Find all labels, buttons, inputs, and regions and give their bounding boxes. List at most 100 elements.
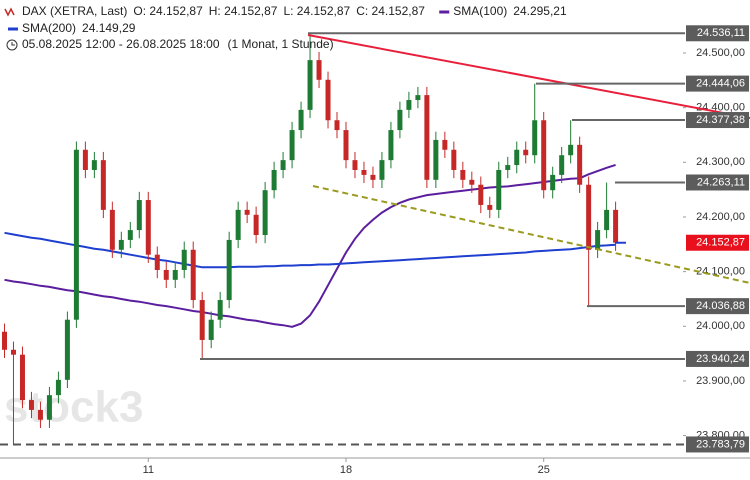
- candle-body: [595, 230, 601, 250]
- candle-body: [424, 95, 430, 180]
- candle-body: [577, 144, 583, 185]
- candle-body: [46, 395, 52, 420]
- trend-line: [312, 185, 750, 284]
- header: DAX (XETRA, Last) O: 24.152,87 H: 24.152,8…: [4, 4, 425, 51]
- candle-body: [496, 169, 502, 210]
- candle-body: [199, 300, 205, 340]
- candle-body: [469, 179, 475, 185]
- header-line: 05.08.2025 12:00 - 26.08.2025 18:00 (1 Mo…: [22, 37, 334, 51]
- candle-body: [388, 130, 394, 161]
- level-box: [686, 350, 749, 367]
- watermark: stock3: [4, 383, 143, 432]
- candle-body: [307, 60, 313, 110]
- candle-body: [154, 254, 160, 270]
- candle-body: [91, 160, 97, 170]
- candle-body: [397, 109, 403, 131]
- candle-body: [379, 160, 385, 180]
- sma-line: [4, 231, 616, 269]
- header-text: H: 24.152,87: [209, 4, 278, 18]
- sma-line: [4, 163, 616, 328]
- level-box: [686, 174, 749, 191]
- levels: 24.536,11 24.444,06 24.377,38 24.263,11 24.0…: [0, 25, 749, 453]
- y-tick-label: 24.000,00: [696, 320, 745, 332]
- level-label: 24.444,06: [696, 77, 745, 89]
- candle-body: [334, 120, 340, 131]
- candle-body: [109, 209, 115, 250]
- level-label: 24.263,11: [697, 176, 745, 188]
- x-tick-label: 11: [143, 464, 154, 476]
- candle-body: [235, 209, 241, 240]
- level-label: 24.377,38: [696, 114, 745, 126]
- header-text: C: 24.152,87: [356, 4, 425, 18]
- legend-text: SMA(200) 24.149,29: [22, 21, 136, 35]
- y-tick-label: 24.300,00: [696, 156, 745, 168]
- clock-icon: [6, 39, 18, 51]
- y-tick-label: 24.200,00: [696, 211, 745, 223]
- candle-body: [352, 160, 358, 170]
- candle-body: [145, 200, 151, 255]
- candle-body: [100, 160, 106, 210]
- candle-body: [1, 331, 7, 350]
- candle-body: [190, 249, 196, 301]
- candle-body: [478, 184, 484, 205]
- candle-body: [10, 349, 16, 355]
- candle-body: [442, 139, 448, 150]
- candle-body: [64, 319, 70, 380]
- candle-body: [586, 184, 592, 250]
- last-price-box: [686, 234, 749, 251]
- candle-body: [55, 379, 61, 396]
- candle-body: [604, 209, 610, 231]
- header-text: (1 Monat, 1 Stunde): [228, 37, 334, 51]
- candle-body: [280, 160, 286, 170]
- candle-body: [532, 120, 538, 156]
- header-text: L: 24.152,87: [283, 4, 350, 18]
- candle-body: [343, 130, 349, 161]
- candle-body: [541, 120, 547, 191]
- candle-body: [73, 149, 79, 320]
- y-tick-label: 24.500,00: [696, 47, 745, 59]
- level-label: 24.036,88: [696, 300, 745, 312]
- candle-body: [298, 109, 304, 131]
- grid: 23.800,0023.900,0024.000,0024.100,0024.2…: [143, 47, 745, 476]
- x-tick-label: 25: [538, 464, 550, 476]
- candle-body: [226, 239, 232, 301]
- candle-body: [361, 169, 367, 175]
- candle-body: [316, 60, 322, 80]
- candle-body: [451, 149, 457, 170]
- candle-body: [505, 165, 511, 170]
- header-text: SMA(100): [453, 4, 507, 18]
- header-line: DAX (XETRA, Last) O: 24.152,87 H: 24.152,8…: [22, 4, 425, 18]
- level-box: [686, 75, 749, 92]
- candle-body: [172, 269, 178, 280]
- candle-body: [613, 209, 619, 243]
- y-tick-label: 24.100,00: [696, 266, 745, 278]
- candle-body: [460, 169, 466, 180]
- marks: [1, 33, 619, 445]
- candle-body: [208, 319, 214, 340]
- candle-body: [406, 100, 412, 110]
- candle-body: [289, 130, 295, 161]
- header-text: 24.295,21: [513, 4, 567, 18]
- legend-text: SMA(100) 24.295,21: [453, 4, 567, 18]
- candle-body: [19, 354, 25, 401]
- level-label: 24.536,11: [697, 27, 745, 39]
- candle-body: [415, 95, 421, 101]
- candle-body: [163, 269, 169, 280]
- candle-body: [568, 144, 574, 156]
- header-text: 24.149,29: [82, 21, 136, 35]
- candle-body: [82, 149, 88, 170]
- clock-hand: [11, 42, 15, 46]
- candle-body: [271, 169, 277, 191]
- header-text: O: 24.152,87: [133, 4, 203, 18]
- header-text: SMA(200): [22, 21, 76, 35]
- candle-body: [262, 190, 268, 236]
- candle-body: [181, 249, 187, 270]
- level-box: [686, 298, 749, 315]
- level-box: [686, 436, 749, 453]
- last-price-label: 24.152,87: [696, 237, 745, 249]
- candle-body: [514, 149, 520, 166]
- level-label: 23.783,79: [696, 438, 745, 450]
- level-label: 23.940,24: [696, 353, 745, 365]
- candle-body: [550, 174, 556, 191]
